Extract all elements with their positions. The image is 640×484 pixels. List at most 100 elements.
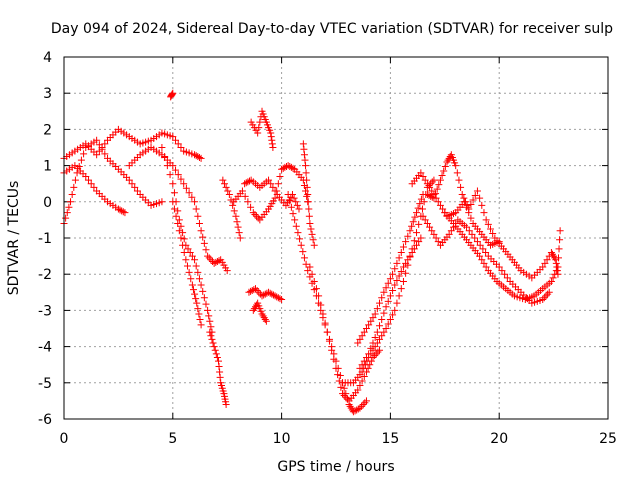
data-point-interp xyxy=(491,275,499,283)
data-point-interp xyxy=(290,194,298,202)
data-point xyxy=(397,248,405,256)
data-point-interp xyxy=(212,258,220,266)
data-point xyxy=(180,180,188,188)
data-point xyxy=(391,281,399,289)
data-point xyxy=(175,216,183,224)
y-tick-label: 1 xyxy=(43,159,52,175)
data-point-interp xyxy=(421,176,429,184)
data-point-interp xyxy=(544,290,552,298)
data-point-interp xyxy=(90,183,98,191)
data-point-interp xyxy=(70,183,78,191)
data-point-interp xyxy=(172,166,180,174)
data-point xyxy=(278,296,286,304)
data-point-interp xyxy=(222,264,230,272)
data-point-interp xyxy=(213,258,221,266)
data-point xyxy=(284,191,292,199)
data-point-interp xyxy=(303,192,311,200)
data-point-interp xyxy=(373,305,381,313)
data-point-interp xyxy=(222,398,230,406)
data-point-interp xyxy=(367,344,375,352)
data-point-interp xyxy=(192,205,200,213)
data-point xyxy=(323,328,331,336)
data-point-interp xyxy=(432,234,440,242)
data-point-interp xyxy=(480,259,488,267)
data-point-interp xyxy=(174,207,182,215)
data-point-interp xyxy=(235,229,243,237)
data-series-track-j xyxy=(230,162,312,224)
data-point-interp xyxy=(172,212,180,220)
data-point-interp xyxy=(445,154,453,162)
data-point-interp xyxy=(216,368,224,376)
data-point-interp xyxy=(376,299,384,307)
data-point xyxy=(356,404,364,412)
data-point xyxy=(191,256,199,264)
data-point-interp xyxy=(550,252,558,260)
data-point-interp xyxy=(360,372,368,380)
data-point-interp xyxy=(205,312,213,320)
data-point-interp xyxy=(166,171,174,179)
data-series-track-h xyxy=(167,89,177,101)
data-point-interp xyxy=(409,218,417,226)
data-point-interp xyxy=(286,197,294,205)
data-point-interp xyxy=(241,192,249,200)
data-point xyxy=(371,310,379,318)
data-point-interp xyxy=(347,379,355,387)
data-point-interp xyxy=(296,235,304,243)
data-point-interp xyxy=(166,132,174,140)
data-point-interp xyxy=(421,216,429,224)
data-point xyxy=(197,154,205,162)
data-point-interp xyxy=(457,183,465,191)
data-point-interp xyxy=(498,267,506,275)
data-point-interp xyxy=(212,350,220,358)
data-point xyxy=(219,176,227,184)
data-point xyxy=(306,263,314,271)
data-point-interp xyxy=(352,389,360,397)
data-point-interp xyxy=(177,144,185,151)
data-point-interp xyxy=(468,230,476,238)
data-point-interp xyxy=(133,187,141,195)
data-point-interp xyxy=(260,291,268,299)
data-point-interp xyxy=(251,303,259,311)
data-point xyxy=(408,248,416,256)
data-point-interp xyxy=(395,272,403,280)
data-point-interp xyxy=(397,285,405,293)
data-point xyxy=(302,162,310,170)
data-point-interp xyxy=(101,195,109,203)
data-point-interp xyxy=(418,205,426,213)
data-point xyxy=(354,339,362,347)
data-point xyxy=(310,241,318,249)
data-point-interp xyxy=(439,205,447,213)
data-point-interp xyxy=(473,249,481,257)
grid-layer xyxy=(64,57,608,419)
data-point-interp xyxy=(65,203,73,211)
data-point-interp xyxy=(386,315,394,323)
data-point-interp xyxy=(543,256,551,264)
data-point-interp xyxy=(402,259,410,267)
data-point-interp xyxy=(195,220,203,228)
y-tick-label: -2 xyxy=(38,267,52,283)
data-point xyxy=(249,306,257,314)
data-point-interp xyxy=(286,163,294,171)
data-point-interp xyxy=(360,328,368,336)
data-point-interp xyxy=(224,187,232,195)
data-point-interp xyxy=(271,187,279,195)
data-point-interp xyxy=(369,314,377,322)
data-point-interp xyxy=(297,173,305,181)
data-point-interp xyxy=(386,292,394,300)
y-axis-label: SDTVAR / TECUs xyxy=(6,181,22,296)
data-point-interp xyxy=(515,264,523,272)
data-point-interp xyxy=(486,225,494,233)
data-point-interp xyxy=(261,315,269,323)
data-point xyxy=(214,357,222,365)
data-point xyxy=(73,169,81,177)
data-point-interp xyxy=(234,223,242,231)
data-point-interp xyxy=(77,156,85,164)
data-point-interp xyxy=(500,283,508,291)
x-axis-label: GPS time / hours xyxy=(277,459,394,475)
data-point-interp xyxy=(402,269,410,277)
data-point xyxy=(430,176,438,184)
data-point xyxy=(188,281,196,289)
data-point-interp xyxy=(463,201,471,209)
data-point-interp xyxy=(415,220,423,228)
data-point-interp xyxy=(365,321,373,329)
